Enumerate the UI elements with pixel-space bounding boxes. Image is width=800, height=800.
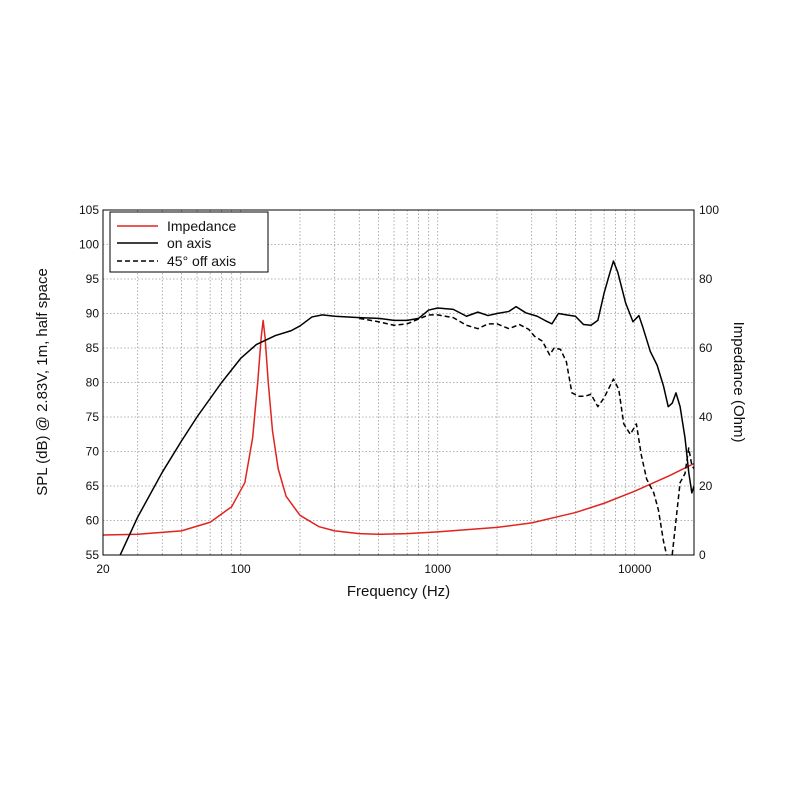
y-tick-label: 75: [86, 410, 100, 424]
y-tick-label: 80: [86, 376, 100, 390]
series-line-on-axis: [119, 260, 694, 555]
plot-frame: [102, 209, 695, 556]
legend-label-on-axis: on axis: [167, 235, 211, 251]
y2-tick-label: 60: [699, 341, 713, 355]
y-axis-ticks: 55 60 65 70 75 80 85 90 95 100 105: [79, 203, 99, 562]
y-tick-label: 55: [86, 548, 100, 562]
x-tick-label: 100: [231, 562, 251, 576]
x-tick-label: 10000: [618, 562, 652, 576]
y-tick-label: 100: [79, 238, 99, 252]
y2-axis-ticks: 0 20 40 60 80 100: [699, 203, 719, 562]
y2-tick-label: 100: [699, 203, 719, 217]
y-tick-label: 90: [86, 307, 100, 321]
y-tick-label: 60: [86, 514, 100, 528]
y-tick-label: 85: [86, 341, 100, 355]
y2-tick-label: 0: [699, 548, 706, 562]
y-tick-label: 70: [86, 445, 100, 459]
y2-tick-label: 80: [699, 272, 713, 286]
legend-box: [109, 211, 269, 273]
y-tick-label: 105: [79, 203, 99, 217]
y-tick-label: 65: [86, 479, 100, 493]
x-axis-ticks: 20 100 1000 10000: [96, 562, 651, 576]
series-layer: [103, 260, 694, 555]
y2-tick-label: 20: [699, 479, 713, 493]
series-line-45-off-axis: [359, 314, 694, 555]
x-tick-label: 1000: [424, 562, 451, 576]
y2-axis-label: Impedance (Ohm): [730, 322, 747, 443]
y-tick-label: 95: [86, 272, 100, 286]
y-axis-label: SPL (dB) @ 2.83V, 1m, half space: [34, 268, 51, 496]
y2-tick-label: 40: [699, 410, 713, 424]
x-axis-label: Frequency (Hz): [347, 583, 450, 600]
series-line-impedance: [103, 319, 694, 536]
legend-label-impedance: Impedance: [167, 218, 236, 234]
legend: Impedance on axis 45° off axis: [109, 211, 269, 273]
legend-label-off-axis: 45° off axis: [167, 253, 236, 269]
x-tick-label: 20: [96, 562, 110, 576]
